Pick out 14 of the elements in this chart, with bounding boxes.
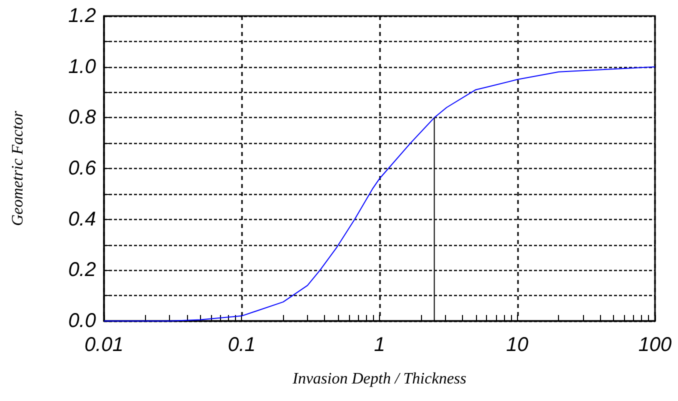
- y-tick-label: 0.2: [68, 259, 96, 282]
- y-tick-label: 0.6: [68, 158, 97, 180]
- y-tick-label: 0.8: [68, 106, 96, 129]
- y-tick-label: 0.4: [68, 208, 96, 230]
- x-tick-label: 0.1: [228, 334, 256, 356]
- x-tick-label: 1: [374, 334, 386, 356]
- y-tick-label: 1.2: [68, 5, 96, 27]
- y-axis-title: Geometric Factor: [10, 110, 26, 226]
- x-tick-label: 100: [638, 334, 672, 356]
- y-tick-label: 0.0: [68, 310, 96, 332]
- y-tick-label: 1.0: [68, 56, 96, 78]
- x-tick-label: 0.01: [84, 334, 124, 356]
- x-tick-label: 10: [506, 334, 528, 356]
- x-axis-title: Invasion Depth / Thickness: [292, 370, 466, 388]
